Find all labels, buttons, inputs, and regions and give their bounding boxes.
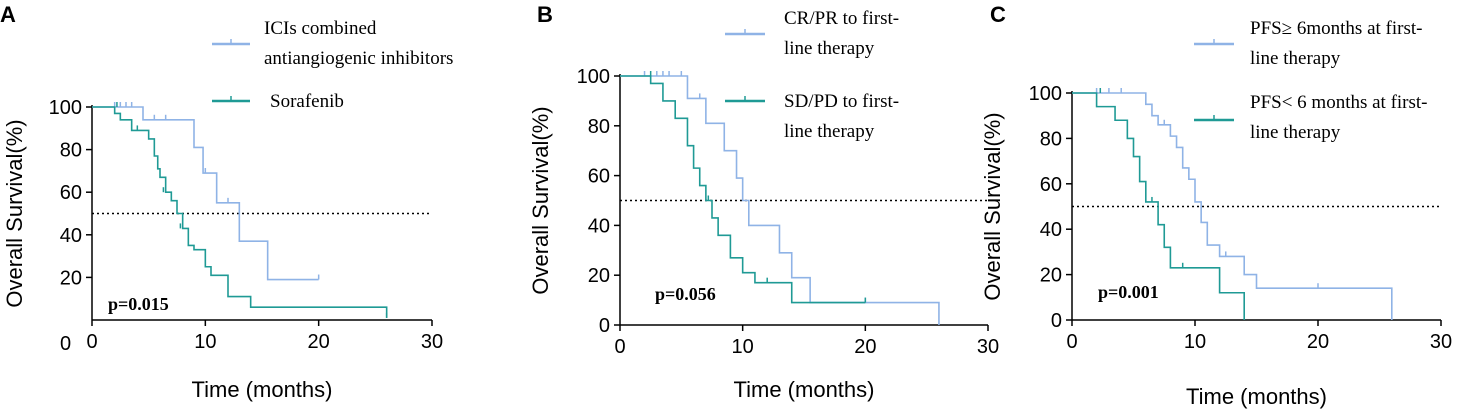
legend-label: line therapy	[1250, 122, 1341, 143]
panel-letter: B	[537, 2, 553, 27]
legend-label: antiangiogenic inhibitors	[264, 48, 453, 69]
x-tick-label: 10	[194, 331, 216, 353]
x-tick-label: 10	[1184, 331, 1206, 353]
y-tick-label: 20	[1040, 265, 1062, 287]
y-tick-label: 60	[1040, 174, 1062, 196]
survival-curve-dark	[1072, 92, 1245, 320]
y-tick-label: 80	[60, 140, 82, 162]
panel-letter: A	[0, 2, 16, 27]
x-tick-label: 10	[732, 336, 754, 358]
x-tick-label: 0	[1066, 331, 1077, 353]
y-tick-label: 20	[588, 265, 610, 287]
legend-label: CR/PR to first-	[784, 8, 899, 29]
legend-label: SD/PD to first-	[784, 91, 899, 112]
survival-curve-dark	[92, 106, 388, 318]
y-tick-label: 80	[588, 116, 610, 138]
survival-curve-light	[620, 75, 940, 325]
survival-curve-light	[92, 106, 319, 281]
y-tick-label: 0	[599, 315, 610, 337]
y-tick-label: 0	[1051, 310, 1062, 332]
panel-a: A 0 10 20 30 20 40 60 80 100 0 Time (months) Overall…	[0, 2, 453, 402]
y-tick-label: 60	[588, 166, 610, 188]
x-tick-label: 0	[614, 336, 625, 358]
x-tick-label: 30	[1430, 331, 1452, 353]
x-axis-title: Time (months)	[192, 377, 333, 402]
y-tick-label: 40	[1040, 219, 1062, 241]
legend-label: PFS≥ 6months at first-	[1250, 18, 1422, 39]
p-value: p=0.056	[655, 284, 716, 304]
y-tick-label: 40	[588, 215, 610, 237]
x-tick-label: 20	[854, 336, 876, 358]
legend-label: PFS< 6 months at first-	[1250, 92, 1428, 113]
p-value: p=0.001	[1098, 282, 1159, 302]
x-axis-title: Time (months)	[1186, 384, 1327, 409]
panel-letter: C	[990, 2, 1006, 27]
y-tick-label: 100	[577, 66, 610, 88]
y-axis-title: Overall Survival(%)	[528, 106, 553, 294]
panel-b: B 0 10 20 30 0 20 40 60 80 100 Time (months) Overall…	[528, 2, 999, 402]
legend-label: line therapy	[1250, 48, 1341, 69]
y-tick-label: 80	[1040, 128, 1062, 150]
x-tick-label: 30	[421, 331, 443, 353]
y-origin-label: 0	[60, 333, 71, 355]
y-tick-label: 20	[60, 267, 82, 289]
y-tick-label: 100	[1029, 83, 1062, 105]
x-tick-label: 0	[86, 331, 97, 353]
legend-label: Sorafenib	[270, 91, 344, 112]
survival-curve-light	[1072, 92, 1393, 320]
p-value: p=0.015	[108, 294, 169, 314]
panel-c: C 0 10 20 30 0 20 40 60 80 100 Time (months) Overall…	[980, 2, 1452, 409]
survival-curve-dark	[620, 75, 866, 304]
legend-label: ICIs combined	[264, 18, 377, 39]
y-axis-title: Overall Survival(%)	[2, 119, 27, 307]
x-tick-label: 20	[308, 331, 330, 353]
y-axis-title: Overall Survival(%)	[980, 112, 1005, 300]
legend-label: line therapy	[784, 38, 875, 59]
y-tick-label: 60	[60, 182, 82, 204]
y-tick-label: 40	[60, 225, 82, 247]
x-axis-title: Time (months)	[734, 377, 875, 402]
x-tick-label: 20	[1307, 331, 1329, 353]
x-tick-label: 30	[977, 336, 999, 358]
legend-label: line therapy	[784, 121, 875, 142]
y-tick-label: 100	[49, 97, 82, 119]
